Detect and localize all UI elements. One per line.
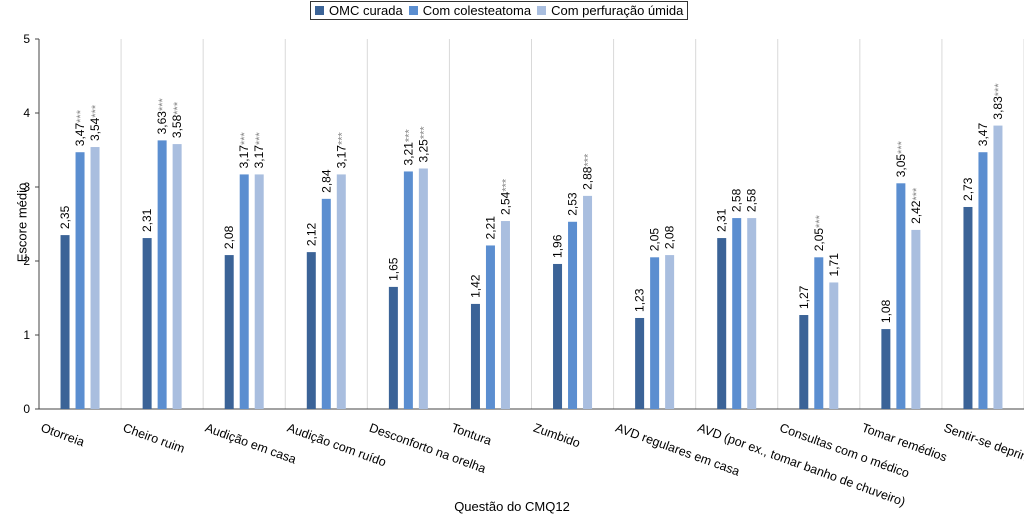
data-label: 1,08 <box>879 299 893 323</box>
bar <box>814 257 824 409</box>
y-tick-label: 4 <box>23 106 30 120</box>
data-label: 2,73 <box>961 177 975 201</box>
bar <box>635 317 645 409</box>
data-label: 2,12 <box>304 222 318 246</box>
y-tick-label: 1 <box>23 328 30 342</box>
bar <box>978 152 988 409</box>
bar <box>896 183 906 409</box>
bar <box>336 174 346 409</box>
bar <box>485 245 495 409</box>
bar <box>403 171 413 409</box>
bar <box>553 263 563 409</box>
y-tick-label: 2 <box>23 254 30 268</box>
x-tick-label: Tontura <box>449 421 493 448</box>
bar <box>829 282 839 409</box>
bar <box>60 235 70 409</box>
data-label: 2,54*** <box>498 178 512 215</box>
bar <box>963 206 973 409</box>
data-label: 3,17*** <box>334 131 348 168</box>
data-label: 2,53 <box>566 192 580 216</box>
bar <box>732 218 742 409</box>
bar <box>911 229 921 409</box>
data-label: 3,47 <box>976 123 990 147</box>
data-label: 1,42 <box>468 274 482 298</box>
bar <box>224 255 234 409</box>
data-label: 1,96 <box>551 234 565 258</box>
data-label: 2,58 <box>745 188 759 212</box>
x-tick-label: Sentir-se deprimido (a) <box>942 421 1024 478</box>
data-label: 2,08 <box>663 225 677 249</box>
data-label: 3,58*** <box>170 101 184 138</box>
data-label: 3,54*** <box>88 104 102 141</box>
data-label: 3,83*** <box>991 83 1005 120</box>
data-label: 3,25*** <box>416 126 430 163</box>
legend-item-com-colesteatoma: Com colesteatoma <box>408 3 532 18</box>
y-tick-label: 3 <box>23 180 30 194</box>
data-label: 1,23 <box>633 288 647 312</box>
bar <box>747 218 757 409</box>
chart-legend: OMC curada Com colesteatoma Com perfuraç… <box>310 1 689 20</box>
data-label: 2,31 <box>715 208 729 232</box>
data-label: 2,42*** <box>909 187 923 224</box>
bar <box>470 303 480 409</box>
data-label: 3,21*** <box>401 129 415 166</box>
legend-swatch <box>315 6 324 15</box>
bar <box>418 168 428 409</box>
data-label: 1,65 <box>386 257 400 281</box>
x-tick-label: Zumbido <box>532 421 583 451</box>
data-label: 2,35 <box>58 205 72 229</box>
data-label: 2,84 <box>319 169 333 193</box>
data-label: 2,08 <box>222 225 236 249</box>
bar <box>142 238 152 409</box>
bar <box>321 198 331 409</box>
legend-label: Com colesteatoma <box>422 3 532 18</box>
bar <box>75 152 85 409</box>
data-label: 3,17*** <box>237 131 251 168</box>
bar <box>568 221 578 409</box>
data-label: 2,58 <box>730 188 744 212</box>
legend-label: OMC curada <box>329 3 403 18</box>
bar <box>157 140 167 409</box>
legend-swatch <box>537 6 547 15</box>
bar <box>665 255 675 409</box>
bar <box>881 329 891 409</box>
bar <box>239 174 249 409</box>
legend-swatch <box>408 6 418 15</box>
y-axis-title: Escore médio <box>14 182 30 263</box>
data-label: 2,31 <box>140 208 154 232</box>
data-label: 2,21 <box>483 216 497 240</box>
data-label: 3,05*** <box>894 140 908 177</box>
bar <box>650 257 660 409</box>
data-label: 3,63*** <box>155 97 169 134</box>
data-label: 3,47*** <box>73 109 87 146</box>
data-label: 2,05*** <box>812 214 826 251</box>
data-label: 1,71 <box>827 253 841 277</box>
bar <box>717 238 727 409</box>
bar <box>500 221 510 409</box>
legend-label: Com perfuração úmida <box>551 3 684 18</box>
bar <box>306 252 316 409</box>
x-tick-label: Audição em casa <box>203 421 298 467</box>
y-tick-label: 5 <box>23 32 30 46</box>
data-label: 2,05 <box>648 228 662 252</box>
bar <box>90 147 100 410</box>
data-label: 3,17*** <box>252 131 266 168</box>
x-tick-label: Otorreia <box>39 421 86 450</box>
y-tick-label: 0 <box>23 402 30 416</box>
bar <box>583 195 593 409</box>
bar <box>799 315 809 409</box>
legend-item-com-perfuracao-umida: Com perfuração úmida <box>537 3 683 18</box>
bar <box>388 286 398 409</box>
x-tick-label: Cheiro ruim <box>121 421 187 456</box>
data-label: 2,88*** <box>581 153 595 190</box>
bar <box>254 174 264 409</box>
bar <box>172 144 182 409</box>
x-axis-title: Questão do CMQ12 <box>454 499 570 514</box>
data-label: 1,27 <box>797 285 811 309</box>
legend-item-omc-curada: OMC curada <box>315 3 403 18</box>
bar <box>993 125 1003 409</box>
